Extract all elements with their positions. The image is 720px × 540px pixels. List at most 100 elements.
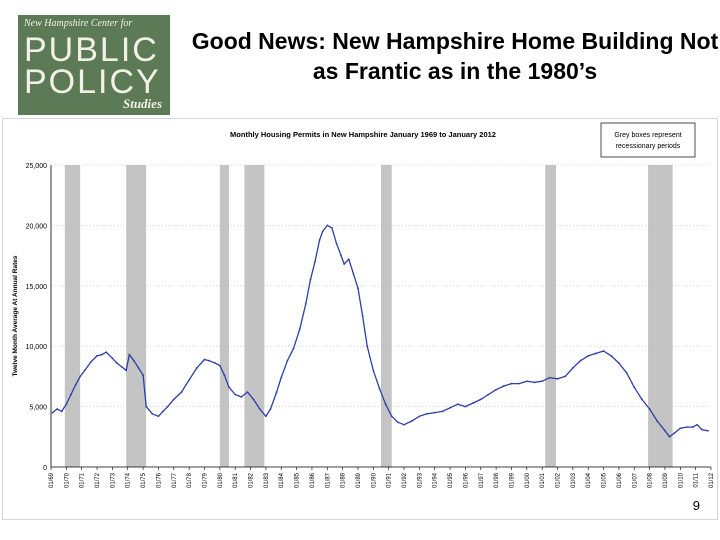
data-point [74,383,77,386]
data-point [275,391,278,394]
data-point [203,358,206,361]
x-tick-label: 01/79 [202,472,208,488]
data-point [594,352,597,355]
x-tick-label: 01/08 [648,472,654,488]
data-point [214,362,217,365]
data-point [487,393,490,396]
x-tick-label: 01/97 [479,472,485,488]
data-point [602,350,605,352]
data-point [502,385,505,387]
y-tick-label: 10,000 [26,344,48,351]
data-point [510,382,513,385]
data-point [449,406,451,409]
slide-title: Good News: New Hampshire Home Building N… [191,28,719,84]
logo-word-studies: Studies [122,96,162,111]
logo-word-public: PUBLIC [24,31,159,69]
y-axis-label: Twelve Month Average At Annual Rates [12,255,19,376]
data-point [246,391,249,394]
data-point [188,379,191,381]
x-tick-label: 01/07 [632,472,638,488]
data-point [145,405,148,408]
data-point [162,410,164,413]
data-point [378,387,381,390]
x-tick-label: 01/82 [249,472,255,488]
data-point [90,361,92,363]
x-tick-label: 01/89 [356,472,362,488]
x-tick-label: 01/02 [556,472,562,488]
data-point [318,238,321,241]
x-tick-label: 01/86 [310,472,316,488]
data-point [679,427,682,430]
data-point [541,380,544,383]
data-point [433,411,436,414]
data-point [228,386,230,389]
data-point [668,435,671,438]
data-point [51,411,54,414]
x-tick-label: 01/93 [417,472,423,488]
x-tick-label: 01/96 [463,472,469,488]
x-tick-label: 01/98 [494,472,500,488]
x-tick-label: 01/05 [602,472,608,488]
data-point [286,359,289,362]
x-tick-label: 01/91 [387,472,393,488]
data-point [571,367,574,369]
x-tick-label: 01/04 [586,472,592,488]
x-tick-label: 01/71 [80,472,86,488]
data-point [280,376,283,379]
data-point [618,362,620,365]
data-point [479,398,482,401]
data-point [120,365,123,368]
data-point [410,420,413,422]
logo: New Hampshire Center for PUBLIC POLICY S… [18,15,170,115]
data-point [142,374,144,377]
recession-band [64,165,81,467]
legend-note-box [600,122,696,158]
x-tick-label: 01/99 [509,472,515,488]
data-point [321,230,324,233]
chart: 0 5,000 10,000 15,000 20,000 25,000 01/69 01/70… [12,122,715,488]
data-point [326,224,329,227]
data-point [132,359,135,362]
x-tick-label: 01/76 [156,472,162,488]
chart-title: Monthly Housing Permits in New Hampshire… [230,130,496,139]
recession-band [381,165,392,467]
legend-note-line-2: recessionary periods [616,143,681,150]
data-point [252,398,255,401]
data-point [70,393,72,396]
recession-band [219,165,230,467]
data-point [180,391,183,394]
x-tick-label: 01/73 [110,472,116,488]
data-point [234,393,237,396]
data-point [472,402,474,404]
data-point [403,423,405,426]
x-tick-label: 01/69 [49,472,55,488]
data-point [258,408,261,410]
data-point [304,303,307,305]
x-tick-label: 01/00 [525,472,531,488]
data-point [696,423,699,426]
data-point [223,374,226,377]
x-tick-label: 01/95 [448,472,454,488]
data-point [673,432,676,435]
data-point [100,353,103,356]
data-point [384,403,387,406]
data-point [172,398,175,401]
data-point [518,382,521,385]
data-point [564,375,567,378]
data-point [533,381,536,384]
data-point [105,351,108,354]
data-point [264,415,267,418]
data-point [426,412,428,415]
data-point [195,367,198,369]
data-point [125,369,128,372]
data-point [56,408,59,410]
x-tick-label: 01/06 [617,472,623,488]
data-point [111,357,114,360]
data-point [556,377,559,380]
x-tick-label: 01/92 [402,472,408,488]
data-point [372,369,375,372]
recession-band [545,165,556,467]
data-point [292,347,295,350]
x-tick-label: 01/12 [709,472,715,488]
y-tick-label: 20,000 [26,223,48,230]
